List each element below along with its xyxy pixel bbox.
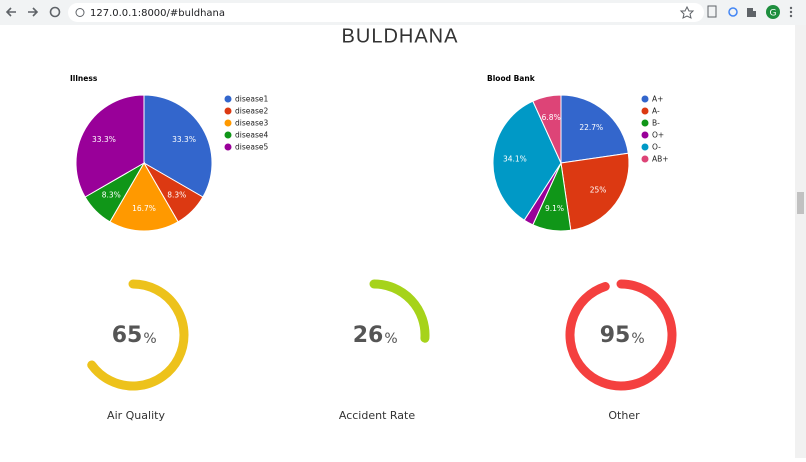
- slice-label: 33.3%: [92, 135, 116, 144]
- gauge-value: 95: [600, 323, 631, 348]
- slice-label: 33.3%: [172, 135, 196, 144]
- gauge-arc: [87, 279, 189, 391]
- legend-swatch: [224, 95, 232, 103]
- forward-button[interactable]: [28, 7, 39, 17]
- gauge-unit: %: [143, 331, 156, 347]
- legend-label: disease2: [235, 107, 268, 116]
- slice-label: 8.3%: [167, 191, 186, 200]
- legend-label: disease1: [235, 95, 268, 104]
- pie-slice: [560, 152, 630, 231]
- legend-swatch: [224, 107, 232, 115]
- legend-label: disease4: [235, 131, 268, 140]
- menu-button[interactable]: [789, 6, 793, 18]
- legend-swatch: [641, 107, 649, 115]
- gauge-value: 26: [353, 323, 384, 348]
- scrollbar-thumb[interactable]: [797, 192, 804, 214]
- extension-icon[interactable]: [728, 7, 738, 17]
- legend-swatch: [641, 131, 649, 139]
- legend-label: disease5: [235, 143, 268, 152]
- gauge-unit: %: [631, 331, 644, 347]
- gauge-value: 65: [112, 323, 143, 348]
- pie-slice: [75, 94, 145, 198]
- legend-label: AB+: [652, 155, 669, 164]
- slice-label: 8.3%: [102, 191, 121, 200]
- chart-title: Illness: [70, 74, 98, 83]
- gauge-title: Accident Rate: [339, 409, 415, 422]
- bookmark-star[interactable]: [679, 5, 695, 19]
- extensions-button[interactable]: [747, 8, 756, 17]
- legend-label: disease3: [235, 119, 268, 128]
- scrollbar-track: [795, 25, 806, 458]
- gauge-unit: %: [384, 331, 397, 347]
- legend-swatch: [641, 143, 649, 151]
- gauge-arc: [369, 279, 430, 343]
- legend-label: B-: [652, 119, 660, 128]
- pie-slice: [492, 100, 562, 221]
- legend-label: O+: [652, 131, 664, 140]
- pie-slice: [532, 94, 562, 164]
- slice-label: 34.1%: [503, 155, 527, 164]
- legend-swatch: [641, 95, 649, 103]
- pie-slice: [109, 162, 179, 232]
- legend-swatch: [224, 131, 232, 139]
- legend-swatch: [224, 143, 232, 151]
- gauge-title: Air Quality: [107, 409, 165, 422]
- slice-label: 22.7%: [579, 123, 603, 132]
- gauge-arc: [565, 279, 677, 391]
- gauge-title: Other: [608, 409, 640, 422]
- page-heading: BULDHANA: [342, 25, 459, 47]
- profile-avatar[interactable]: [766, 5, 780, 19]
- chart-title: Blood Bank: [487, 74, 536, 83]
- slice-label: 16.7%: [132, 204, 156, 213]
- slice-label: 25%: [590, 186, 607, 195]
- extension-icon[interactable]: [707, 5, 717, 18]
- reload-button[interactable]: [49, 6, 61, 18]
- legend-swatch: [641, 155, 649, 163]
- site-info-icon[interactable]: [75, 8, 85, 17]
- legend-label: A-: [652, 107, 660, 116]
- back-button[interactable]: [5, 7, 16, 17]
- pie-slice: [143, 94, 213, 198]
- legend-swatch: [641, 119, 649, 127]
- address-bar[interactable]: [68, 3, 704, 22]
- pie-slice: [560, 94, 629, 164]
- slice-label: 9.1%: [545, 204, 564, 213]
- profile-initial: G: [770, 9, 777, 19]
- legend-label: A+: [652, 95, 663, 104]
- legend-label: O-: [652, 143, 661, 152]
- url: 127.0.0.1:8000/#buldhana: [90, 8, 225, 19]
- legend-swatch: [224, 119, 232, 127]
- slice-label: 6.8%: [542, 113, 561, 122]
